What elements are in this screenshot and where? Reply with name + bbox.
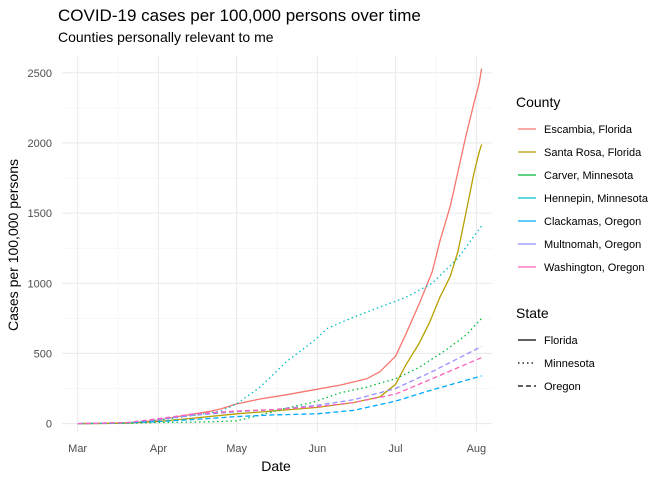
legend-county-label: Escambia, Florida — [544, 124, 633, 136]
chart-title: COVID-19 cases per 100,000 persons over … — [58, 6, 421, 25]
legend-state-entries: Florida Minnesota Oregon — [518, 335, 596, 393]
x-tick-label: Mar — [68, 443, 87, 455]
legend-state-title: State — [516, 305, 549, 321]
legend-state-label: Oregon — [544, 381, 581, 393]
series-lines — [77, 68, 483, 425]
x-tick-label: Aug — [467, 443, 487, 455]
series-line-escambia-florida — [77, 68, 483, 425]
y-tick-label: 0 — [46, 419, 52, 431]
y-tick-label: 1000 — [28, 278, 52, 290]
legend-county-label: Clackamas, Oregon — [544, 216, 641, 228]
legend-state-label: Florida — [544, 335, 579, 347]
minor-gridlines — [62, 56, 492, 432]
series-line-clackamas-oregon — [77, 375, 482, 425]
y-tick-label: 500 — [34, 348, 52, 360]
series-line-multnomah-oregon — [77, 345, 482, 425]
legend-county-label: Washington, Oregon — [544, 262, 644, 274]
x-tick-label: Jun — [309, 443, 327, 455]
legend: County Escambia, Florida Santa Rosa, Flor… — [516, 94, 649, 393]
y-tick-label: 1500 — [28, 208, 52, 220]
series-line-washington-oregon — [77, 357, 482, 425]
legend-county-label: Multnomah, Oregon — [544, 239, 641, 251]
series-line-santa-rosa-florida — [77, 144, 483, 425]
y-tick-label: 2000 — [28, 138, 52, 150]
legend-county-entries: Escambia, Florida Santa Rosa, Florida Carv… — [518, 124, 649, 274]
y-axis-title: Cases per 100,000 persons — [5, 159, 21, 331]
x-axis-title: Date — [261, 458, 291, 474]
y-tick-label: 2500 — [28, 68, 52, 80]
x-tick-label: May — [226, 443, 247, 455]
chart-subtitle: Counties personally relevant to me — [58, 29, 274, 45]
legend-county-label: Santa Rosa, Florida — [544, 147, 642, 159]
legend-county-title: County — [516, 94, 560, 110]
x-tick-label: Jul — [389, 443, 403, 455]
major-gridlines — [62, 56, 492, 432]
y-axis-ticks: 0 500 1000 1500 2000 2500 — [28, 68, 52, 431]
legend-county-label: Carver, Minnesota — [544, 170, 634, 182]
x-tick-label: Apr — [150, 443, 167, 455]
x-axis-ticks: Mar Apr May Jun Jul Aug — [68, 443, 486, 455]
legend-county-label: Hennepin, Minnesota — [544, 193, 649, 205]
legend-state-label: Minnesota — [544, 358, 596, 370]
series-line-carver-minnesota — [77, 317, 483, 425]
